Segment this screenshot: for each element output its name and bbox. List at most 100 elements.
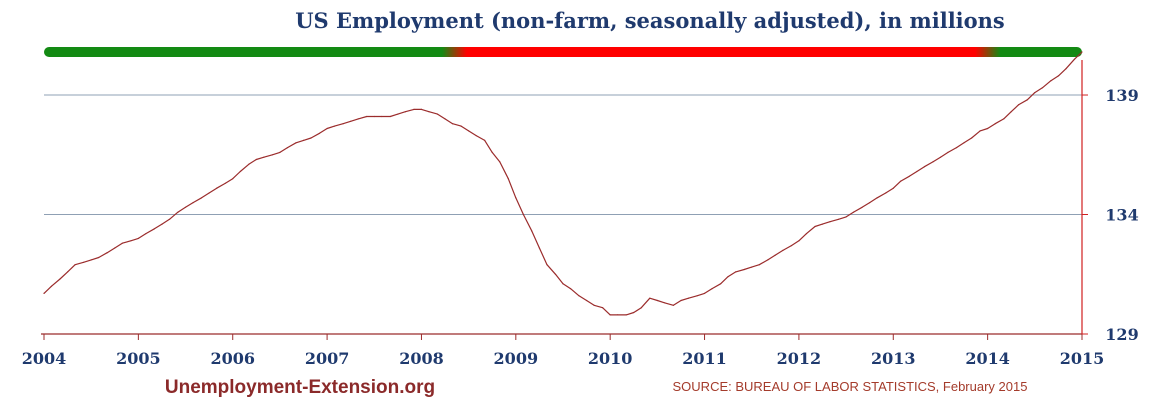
data-point <box>381 115 383 118</box>
data-point <box>1073 58 1076 60</box>
data-point <box>350 120 352 122</box>
chart-title: US Employment (non-farm, seasonally adju… <box>295 8 1005 33</box>
data-point <box>774 254 776 256</box>
data-point <box>208 192 210 194</box>
x-tick-label: 2011 <box>682 349 727 368</box>
data-point <box>672 304 675 306</box>
data-point <box>310 137 312 139</box>
data-point <box>578 295 580 297</box>
data-point <box>468 130 470 132</box>
data-point <box>687 297 690 299</box>
data-point <box>106 252 108 254</box>
data-point <box>837 218 840 220</box>
data-point <box>1026 99 1028 101</box>
data-point <box>743 268 745 271</box>
data-point <box>1003 118 1005 120</box>
data-point <box>696 295 698 297</box>
data-point <box>90 259 92 261</box>
data-point <box>389 115 391 118</box>
x-tick-label: 2010 <box>588 349 633 368</box>
data-point <box>735 271 737 273</box>
data-point <box>609 314 611 316</box>
recession-bar <box>44 47 1082 57</box>
data-point <box>554 273 557 275</box>
data-point <box>98 256 100 259</box>
data-point <box>224 182 226 184</box>
data-point <box>130 240 132 242</box>
data-point <box>994 123 996 125</box>
data-point <box>1018 104 1020 106</box>
x-tick-label: 2013 <box>871 349 916 368</box>
data-point <box>67 271 69 273</box>
data-point <box>184 206 187 208</box>
data-point <box>295 142 297 144</box>
data-point <box>971 137 973 139</box>
data-point <box>1081 51 1083 53</box>
data-point <box>201 197 203 199</box>
data-point <box>711 288 713 290</box>
data-point <box>814 225 816 228</box>
data-point <box>168 218 171 220</box>
data-point <box>869 202 871 204</box>
data-point <box>1057 75 1059 77</box>
data-point <box>460 125 462 127</box>
x-axis-ticks: 2004 2005 2006 2007 2008 2009 2010 2011 2012 2013… <box>22 334 1104 368</box>
data-point <box>1010 111 1012 113</box>
data-point <box>649 297 651 299</box>
data-point <box>475 135 477 137</box>
data-point <box>767 259 769 261</box>
data-point <box>302 139 305 141</box>
data-point <box>413 108 415 110</box>
data-point <box>239 170 241 173</box>
data-point <box>1041 87 1043 89</box>
data-point <box>1034 92 1036 94</box>
data-point <box>782 249 784 251</box>
data-point <box>821 223 824 225</box>
data-point <box>1065 68 1067 70</box>
x-tick-label: 2012 <box>777 349 822 368</box>
data-point <box>326 127 328 130</box>
data-point <box>900 180 902 182</box>
data-point <box>625 314 627 316</box>
data-point <box>602 307 604 309</box>
data-point <box>286 147 289 149</box>
data-point <box>947 151 949 153</box>
data-point <box>50 285 53 287</box>
data-point <box>507 178 509 180</box>
x-tick-label: 2008 <box>399 349 444 368</box>
data-point <box>798 240 800 242</box>
data-point <box>916 170 918 173</box>
data-point <box>444 118 446 120</box>
data-point <box>593 304 595 306</box>
data-point <box>357 118 359 120</box>
x-tick-label: 2007 <box>305 349 350 368</box>
data-point <box>366 115 368 118</box>
data-point <box>255 158 257 161</box>
data-point <box>656 299 659 302</box>
data-point <box>861 206 863 208</box>
series-group <box>43 51 1083 316</box>
data-point <box>153 228 155 230</box>
data-point <box>397 113 399 115</box>
data-point <box>161 223 163 225</box>
data-point <box>939 156 942 158</box>
x-tick-label: 2006 <box>210 349 255 368</box>
data-point <box>263 156 265 158</box>
data-point <box>617 314 619 316</box>
data-point <box>452 123 454 125</box>
data-point <box>192 202 194 204</box>
data-point <box>586 299 588 302</box>
data-point <box>1050 80 1052 82</box>
data-point <box>428 111 430 113</box>
data-point <box>562 283 564 285</box>
data-point <box>248 163 250 165</box>
data-point <box>664 302 666 304</box>
data-point <box>979 130 981 132</box>
data-point <box>790 245 793 247</box>
data-point <box>955 147 958 149</box>
data-point <box>758 264 760 266</box>
data-point <box>334 125 336 127</box>
data-point <box>538 247 541 249</box>
source-note: SOURCE: BUREAU OF LABOR STATISTICS, Febr… <box>673 379 1028 394</box>
data-point <box>853 211 855 213</box>
